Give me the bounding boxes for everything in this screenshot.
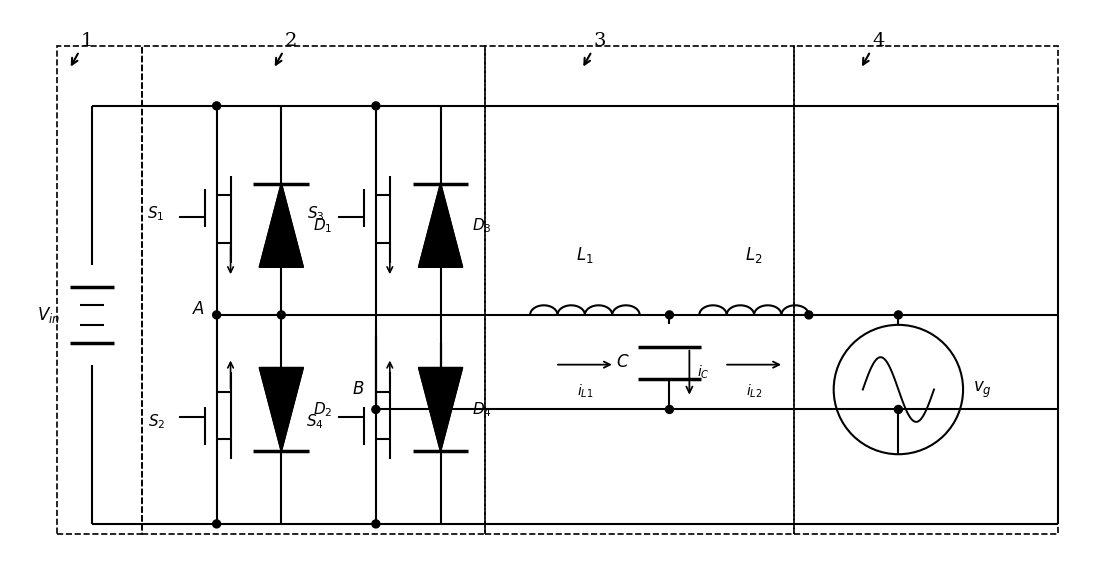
Polygon shape	[418, 367, 463, 451]
Circle shape	[372, 520, 380, 528]
Text: $L_2$: $L_2$	[746, 245, 762, 265]
Polygon shape	[418, 184, 463, 267]
Text: $L_1$: $L_1$	[576, 245, 594, 265]
Circle shape	[372, 102, 380, 110]
Text: 3: 3	[594, 32, 606, 50]
Circle shape	[894, 405, 902, 414]
Text: $i_{L1}$: $i_{L1}$	[577, 383, 594, 400]
Text: 2: 2	[285, 32, 297, 50]
Circle shape	[665, 405, 673, 414]
Text: $v_g$: $v_g$	[973, 380, 992, 400]
Text: $A$: $A$	[191, 301, 205, 318]
Polygon shape	[259, 184, 303, 267]
Bar	[57, 46, 142, 534]
Bar	[485, 46, 794, 534]
Text: 1: 1	[82, 32, 94, 50]
Text: $D_2$: $D_2$	[313, 400, 332, 419]
Text: $D_4$: $D_4$	[473, 400, 492, 419]
Text: $S_4$: $S_4$	[306, 412, 324, 431]
Circle shape	[372, 405, 380, 414]
Text: $i_C$: $i_C$	[698, 364, 710, 381]
Circle shape	[277, 311, 285, 319]
Text: 4: 4	[872, 32, 884, 50]
Circle shape	[212, 311, 220, 319]
Circle shape	[212, 102, 220, 110]
Circle shape	[805, 311, 813, 319]
Text: $V_{in}$: $V_{in}$	[37, 305, 60, 325]
Text: $C$: $C$	[616, 354, 629, 371]
Text: $i_{L2}$: $i_{L2}$	[746, 383, 762, 400]
Text: $D_1$: $D_1$	[313, 216, 333, 235]
Text: $S_1$: $S_1$	[148, 204, 164, 223]
Circle shape	[212, 520, 220, 528]
Bar	[142, 46, 485, 534]
Text: $S_3$: $S_3$	[306, 204, 324, 223]
Text: $D_3$: $D_3$	[473, 216, 492, 235]
Circle shape	[665, 311, 673, 319]
Polygon shape	[259, 367, 303, 451]
Bar	[794, 46, 1058, 534]
Text: $S_2$: $S_2$	[148, 412, 164, 431]
Circle shape	[437, 405, 445, 414]
Circle shape	[894, 311, 902, 319]
Text: $B$: $B$	[351, 381, 364, 398]
